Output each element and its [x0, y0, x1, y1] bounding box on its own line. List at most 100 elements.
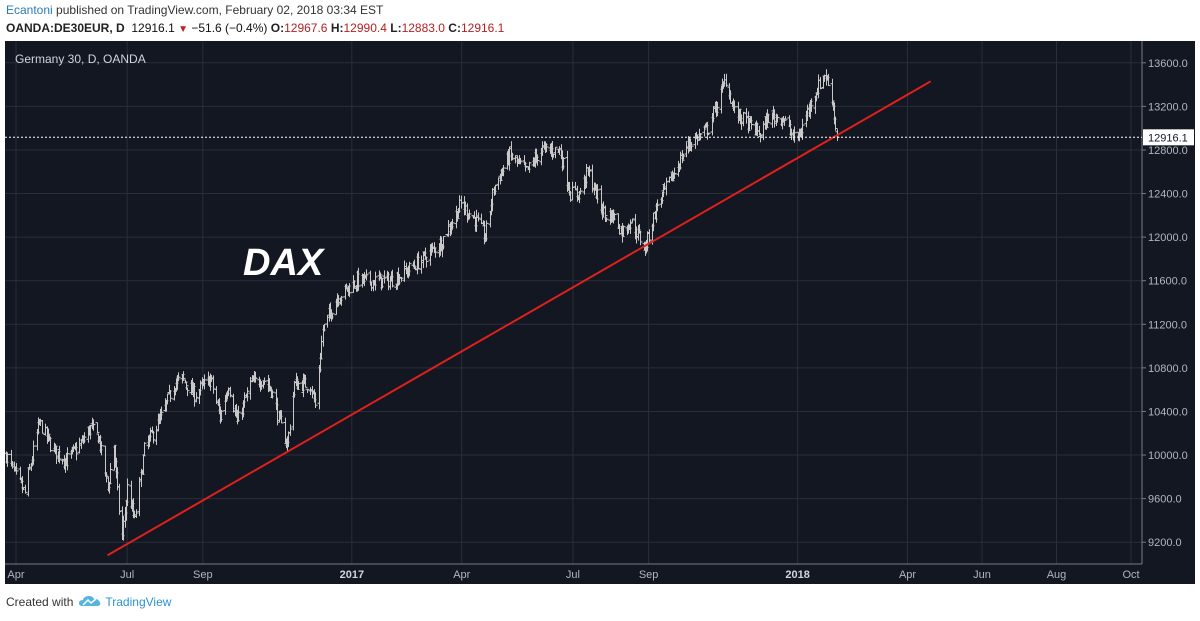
close-label: C: [448, 21, 461, 35]
ohlc-bar [826, 73, 831, 86]
published-text: published on TradingView.com, February 0… [56, 3, 384, 17]
ohlc-bar [125, 478, 130, 507]
ohlc-bar [23, 484, 28, 494]
x-tick-label: Jun [973, 569, 991, 581]
last-price-label: 12916.1 [1148, 132, 1188, 144]
ohlc-bar [459, 195, 464, 209]
ohlc-bar [630, 218, 635, 223]
tradingview-link[interactable]: TradingView [105, 595, 172, 609]
ohlc-bar [399, 276, 404, 282]
chart-panel[interactable]: 9200.0 9600.0 10000.0 10400.0 10800.0 11200.0… [5, 41, 1195, 584]
ohlc-bar [689, 142, 694, 152]
ohlc-bar [680, 150, 685, 164]
ohlc-bar [40, 420, 45, 434]
down-arrow-icon: ▼ [178, 24, 188, 35]
ohlc-bar [5, 452, 10, 467]
y-tick-label: 10000.0 [1148, 450, 1188, 462]
ohlc-bar [416, 251, 421, 270]
high-value: 12990.4 [343, 21, 387, 35]
ohlc-bar [151, 430, 156, 444]
ohlc-bar [378, 272, 383, 280]
y-tick-label: 13200.0 [1148, 101, 1188, 113]
x-tick-label: Oct [1122, 569, 1139, 581]
ohlc-bar [117, 483, 122, 515]
ohlc-bar [553, 146, 558, 159]
created-with-label: Created with [6, 595, 74, 609]
ohlc-bar [783, 116, 788, 120]
ohlc-bar [279, 410, 284, 424]
ohlc-bar [142, 442, 147, 456]
ohlc-bar [424, 256, 429, 268]
ohlc-bar [245, 387, 250, 402]
ohlc-bar [407, 261, 412, 277]
ohlc-bar [382, 270, 387, 284]
ohlc-bar [57, 445, 62, 464]
y-tick-label: 10400.0 [1148, 406, 1188, 418]
ohlc-bar [527, 161, 532, 173]
dax-annotation: DAX [243, 242, 326, 284]
ohlc-bar [48, 436, 53, 453]
ohlc-bar [518, 157, 523, 165]
y-tick-label: 12000.0 [1148, 232, 1188, 244]
ohlc-bar [570, 181, 575, 201]
x-tick-label: Jul [120, 569, 134, 581]
low-value: 12883.0 [401, 21, 445, 35]
ohlc-bar [800, 118, 805, 140]
x-tick-label: Aug [1047, 569, 1067, 581]
ohlc-bar [809, 98, 814, 112]
ohlc-bar [134, 509, 139, 518]
ohlc-bar [296, 380, 301, 390]
ohlc-bar [655, 199, 660, 212]
price-chart[interactable]: 9200.0 9600.0 10000.0 10400.0 10800.0 11200.0… [5, 41, 1195, 584]
ohlc-bar [578, 187, 583, 195]
publisher-link[interactable]: Ecantoni [6, 3, 53, 17]
ohlc-bar [455, 210, 460, 222]
ohlc-bar [364, 269, 369, 281]
ohlc-bars [5, 69, 840, 541]
ohlc-bar [356, 267, 361, 291]
ohlc-bar [587, 165, 592, 178]
ohlc-bar [14, 463, 19, 475]
ohlc-bar [295, 376, 300, 390]
ohlc-bar [104, 472, 109, 483]
ohlc-bar [91, 419, 96, 431]
ohlc-bar [108, 463, 113, 485]
ohlc-bar [441, 235, 446, 250]
ohlc-bar [185, 387, 190, 397]
ohlc-bar [330, 313, 335, 320]
ohlc-bar [253, 371, 258, 383]
ohlc-bar [603, 205, 608, 223]
ohlc-bar [313, 392, 318, 408]
ohlc-bar [219, 409, 224, 422]
y-tick-label: 13600.0 [1148, 58, 1188, 70]
ohlc-bar [450, 218, 455, 230]
x-tick-label: Apr [899, 569, 916, 581]
ohlc-bar [493, 184, 498, 195]
y-tick-label: 12400.0 [1148, 189, 1188, 201]
ohlc-bar [766, 113, 771, 124]
ohlc-bar [681, 153, 686, 160]
ohlc-bar [595, 184, 600, 204]
ohlc-bar [510, 152, 515, 161]
ohlc-bar [664, 177, 669, 196]
x-tick-label: Sep [193, 569, 213, 581]
ohlc-bar [347, 283, 352, 298]
y-tick-label: 10800.0 [1148, 363, 1188, 375]
chart-title: Germany 30, D, OANDA [15, 52, 146, 66]
ohlc-bar [181, 371, 186, 381]
ohlc-bar [99, 441, 104, 456]
ohlc-bar [262, 377, 267, 385]
ohlc-bar [741, 111, 746, 127]
ohlc-bar [65, 447, 70, 471]
ohlc-bar [176, 372, 181, 382]
ohlc-bar [818, 76, 823, 90]
ohlc-bar [31, 440, 36, 465]
ohlc-bar [141, 454, 146, 475]
y-tick-label: 11600.0 [1148, 276, 1187, 288]
ohlc-bar [775, 114, 780, 123]
ohlc-bar [724, 73, 729, 87]
ohlc-bar [647, 229, 652, 244]
ohlc-bar [732, 100, 737, 114]
ohlc-bar [82, 432, 87, 444]
ohlc-bar [305, 388, 310, 393]
